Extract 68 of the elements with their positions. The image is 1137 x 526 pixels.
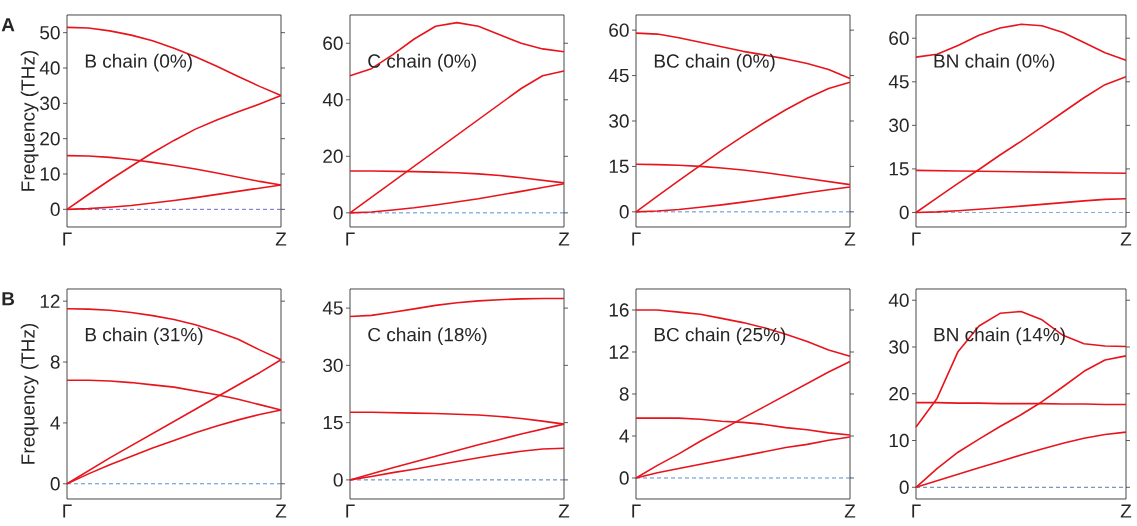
annotation: B chain (31%) bbox=[85, 327, 203, 346]
y-tick-label: 4 bbox=[50, 416, 60, 430]
y-tick-label: 45 bbox=[608, 68, 629, 83]
line-series bbox=[349, 297, 565, 318]
y-axis-title: Frequency (THz) bbox=[20, 50, 39, 191]
x-tick-label: Γ bbox=[63, 232, 72, 246]
y-tick-label: 10 bbox=[40, 167, 60, 181]
x-tick-label: Γ bbox=[632, 504, 641, 518]
x-tick-label: Γ bbox=[346, 232, 355, 246]
y-tick-label: 30 bbox=[40, 96, 60, 111]
y-tick-label: 30 bbox=[323, 358, 343, 373]
y-tick-label: 30 bbox=[889, 340, 909, 354]
y-tick-label: 40 bbox=[888, 293, 909, 307]
x-tick-label: Z bbox=[1120, 232, 1132, 246]
y-tick-label: 12 bbox=[40, 294, 60, 308]
x-tick-label: Γ bbox=[912, 504, 921, 518]
x-tick-label: Z bbox=[844, 232, 856, 246]
y-tick-label: 0 bbox=[50, 202, 60, 217]
line-series bbox=[915, 310, 1127, 428]
y-tick-label: 0 bbox=[619, 471, 629, 485]
y-tick-label: 40 bbox=[322, 93, 343, 107]
y-tick-label: 15 bbox=[323, 416, 343, 430]
y-tick-label: 12 bbox=[609, 345, 629, 359]
y-tick-label: 20 bbox=[889, 387, 909, 401]
x-tick-label: Z bbox=[275, 504, 287, 518]
y-tick-label: 0 bbox=[899, 205, 909, 220]
y-tick-label: 60 bbox=[889, 31, 909, 45]
annotation: BN chain (0%) bbox=[934, 53, 1055, 72]
y-tick-label: 0 bbox=[333, 473, 343, 487]
x-tick-label: Z bbox=[558, 504, 570, 518]
y-tick-label: 8 bbox=[619, 387, 629, 401]
y-axis-title: Frequency (THz) bbox=[20, 323, 39, 464]
x-tick-label: Γ bbox=[912, 232, 921, 246]
x-tick-label: Z bbox=[558, 232, 570, 246]
annotation: C chain (0%) bbox=[368, 53, 476, 72]
y-tick-label: 0 bbox=[50, 477, 60, 491]
y-tick-label: 60 bbox=[323, 36, 343, 50]
x-tick-label: Γ bbox=[632, 232, 641, 246]
y-tick-label: 50 bbox=[40, 25, 60, 40]
y-tick-label: 15 bbox=[889, 162, 909, 176]
y-tick-label: 0 bbox=[619, 205, 629, 219]
x-tick-label: Γ bbox=[63, 504, 72, 518]
x-tick-label: Z bbox=[1120, 504, 1132, 518]
y-tick-label: 20 bbox=[323, 149, 343, 164]
y-tick-label: 45 bbox=[322, 301, 343, 315]
y-tick-label: 30 bbox=[609, 114, 629, 128]
y-tick-label: 4 bbox=[619, 429, 629, 443]
y-tick-label: 60 bbox=[609, 23, 629, 37]
x-tick-label: Z bbox=[275, 232, 287, 246]
y-tick-label: 45 bbox=[888, 75, 909, 89]
y-tick-label: 30 bbox=[889, 118, 909, 133]
chart-title: A bbox=[1, 18, 15, 32]
y-tick-label: 10 bbox=[889, 433, 909, 448]
y-tick-label: 16 bbox=[609, 303, 629, 317]
annotation: BC chain (0%) bbox=[654, 53, 775, 72]
y-tick-label: 0 bbox=[899, 480, 909, 495]
line-series bbox=[635, 309, 851, 357]
x-tick-label: Γ bbox=[346, 504, 355, 518]
y-tick-label: 0 bbox=[333, 206, 343, 220]
y-tick-label: 20 bbox=[40, 131, 60, 146]
annotation: C chain (18%) bbox=[368, 327, 487, 346]
y-tick-label: 40 bbox=[39, 61, 60, 75]
y-tick-label: 8 bbox=[50, 355, 60, 369]
annotation: B chain (0%) bbox=[85, 53, 192, 72]
chart-title: B bbox=[2, 292, 15, 306]
y-tick-label: 15 bbox=[609, 159, 629, 174]
x-tick-label: Z bbox=[844, 504, 856, 518]
annotation: BC chain (25%) bbox=[654, 327, 786, 346]
